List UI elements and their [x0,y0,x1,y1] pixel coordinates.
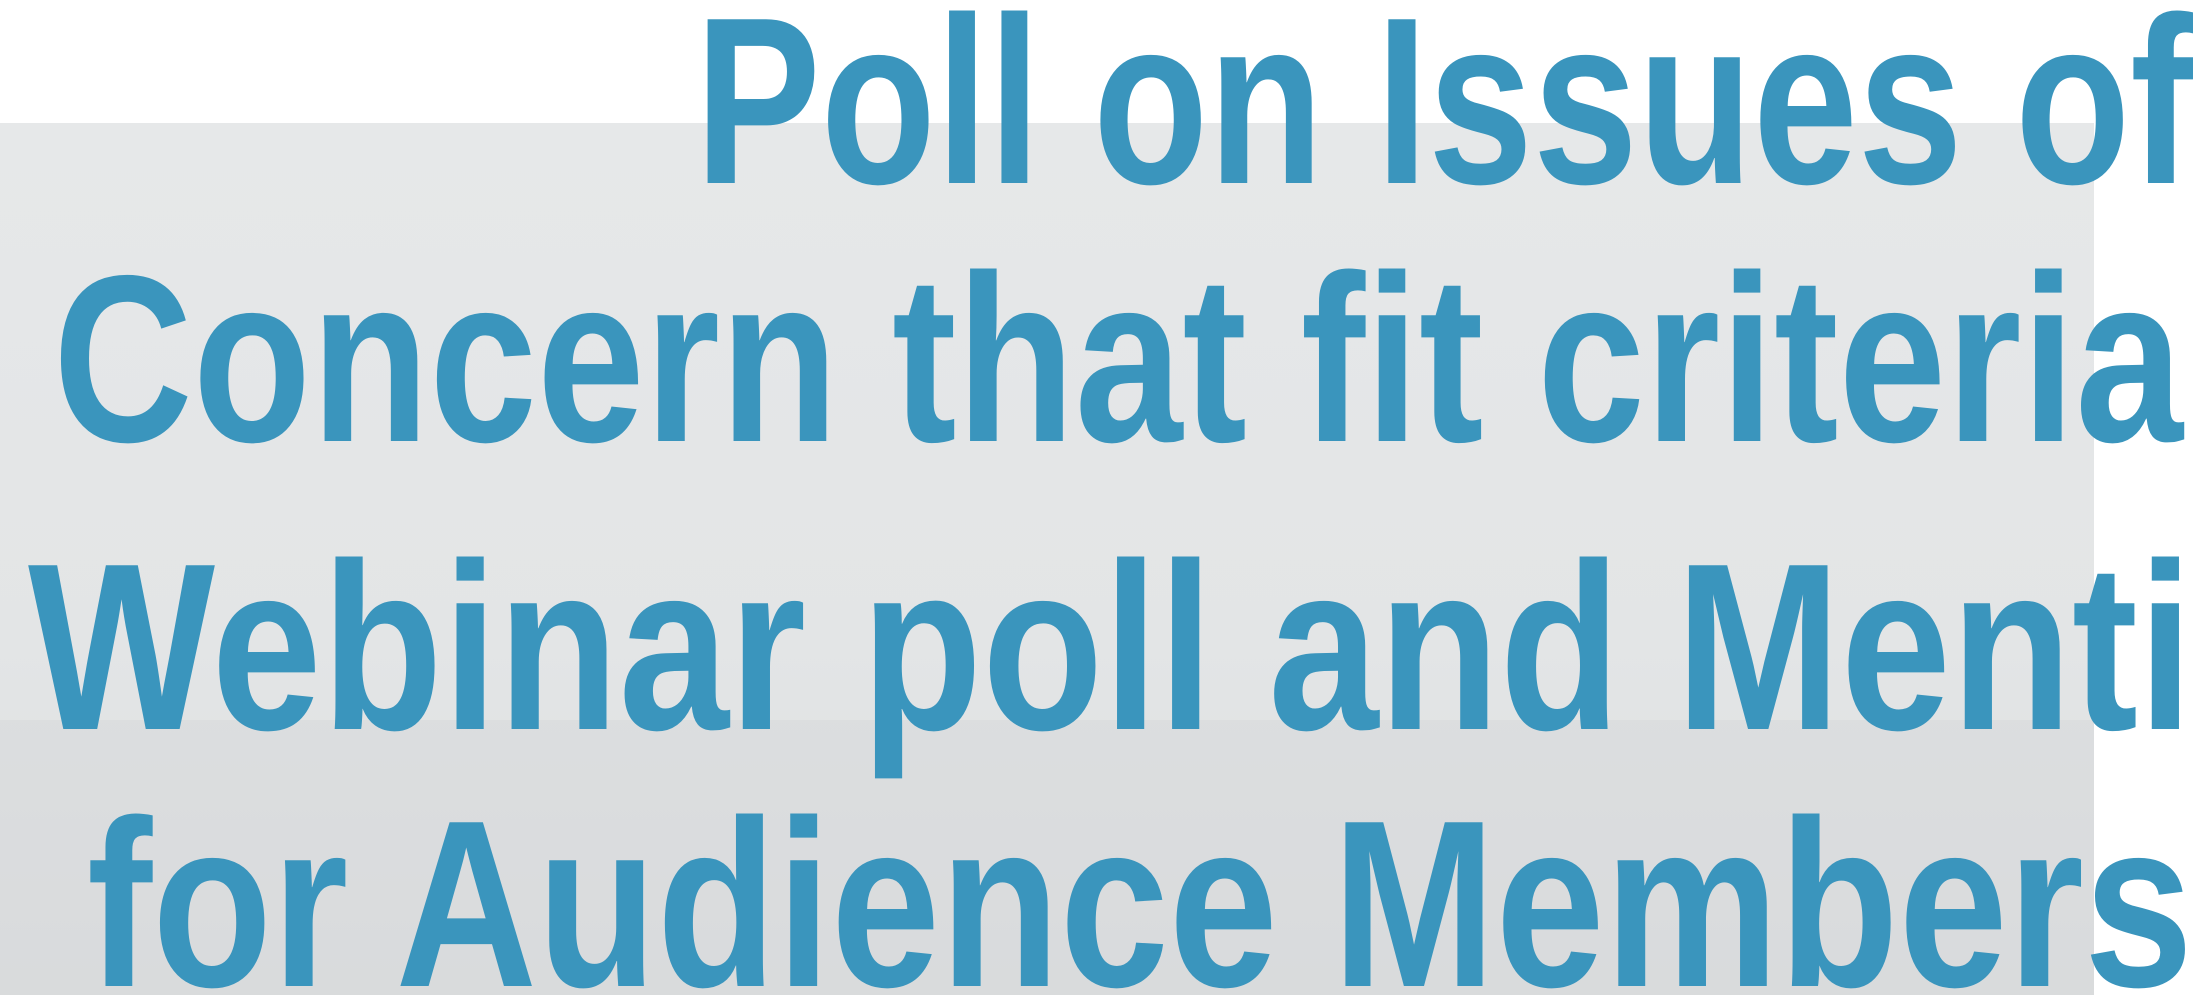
title-line: Concern that fit criteria [53,227,2184,492]
slide: Poll on Issues of Concern that fit crite… [0,0,2193,995]
title-line: Webinar poll and Menti [28,515,2193,780]
title-line: for Audience Members [87,772,2193,995]
page: Poll on Issues of Concern that fit crite… [0,0,2193,995]
title-line: Poll on Issues of [695,0,2193,234]
